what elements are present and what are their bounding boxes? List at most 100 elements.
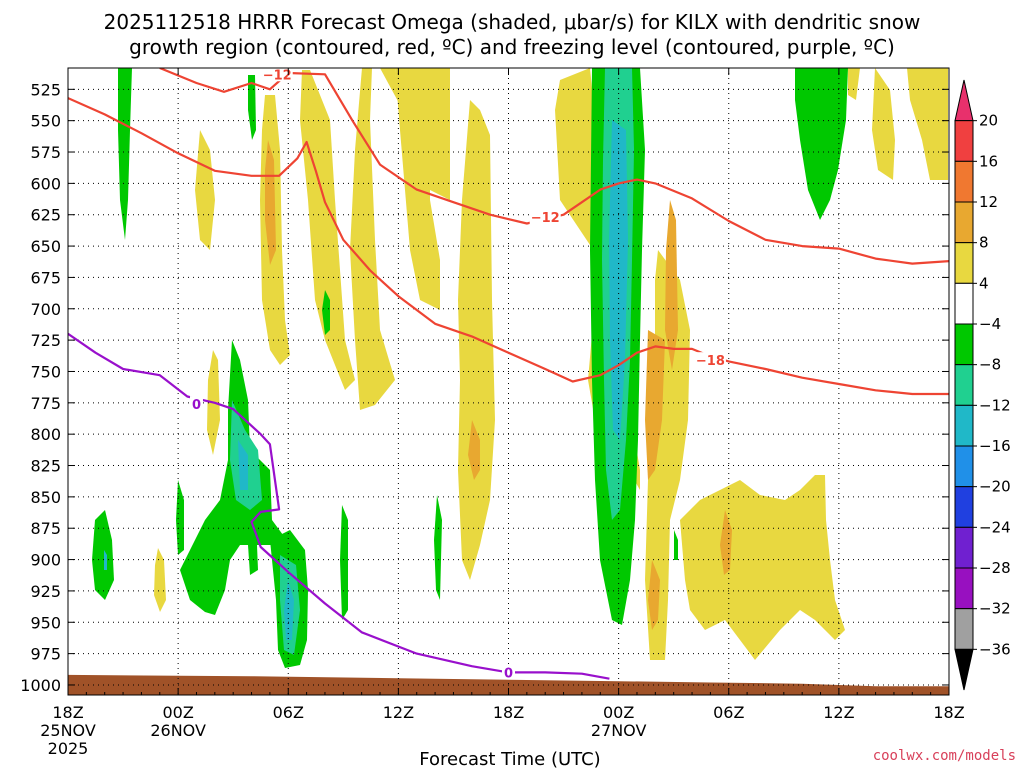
omega-region [195, 130, 215, 250]
contour-label-bg [189, 396, 203, 412]
y-axis: 525 550 575 600 625 650 675 700 725 750 775 800 825 8… [20, 80, 949, 695]
omega-region [322, 290, 330, 335]
colorbar-label: 16 [979, 152, 998, 170]
isotherm-lower-line [159, 68, 949, 265]
colorbar-label: −4 [979, 315, 1001, 333]
x-tick-label: 18Z [933, 703, 964, 722]
y-tick-label: 775 [30, 394, 61, 413]
colorbar-label: −32 [979, 600, 1011, 618]
x-tick-label: 00Z [603, 703, 634, 722]
x-tick-year: 2025 [48, 739, 89, 758]
omega-region [118, 68, 132, 240]
y-tick-label: 750 [30, 362, 61, 381]
omega-region [665, 200, 678, 370]
colorbar-swatch [954, 282, 974, 325]
colorbar-label: −24 [979, 518, 1011, 536]
omega-region [458, 100, 495, 580]
y-tick-label: 975 [30, 645, 61, 664]
x-tick-label: 06Z [273, 703, 304, 722]
omega-region [645, 330, 665, 480]
y-tick-label: 700 [30, 300, 61, 319]
y-tick-label: 550 [30, 112, 61, 131]
colorbar-swatch [954, 201, 974, 244]
omega-region [795, 68, 848, 220]
y-tick-label: 1000 [20, 676, 61, 695]
colorbar: 20 16 12 8 4 −4 −8 −12 −16 −20 −24 −28 −32 −36 [954, 79, 1011, 691]
y-tick-label: 900 [30, 551, 61, 570]
colorbar-label: 8 [979, 234, 989, 252]
colorbar-label: −20 [979, 478, 1011, 496]
y-tick-label: 600 [30, 174, 61, 193]
y-tick-label: 625 [30, 206, 61, 225]
omega-region [380, 68, 450, 200]
omega-region [284, 580, 294, 640]
colorbar-swatch [954, 364, 974, 406]
colorbar-swatch [954, 486, 974, 528]
colorbar-cap-top [954, 79, 974, 122]
x-tick-date: 27NOV [591, 721, 647, 740]
x-tick-date: 25NOV [40, 721, 96, 740]
colorbar-label: 4 [979, 274, 989, 292]
omega-region [468, 420, 480, 480]
contour-label-bg [502, 664, 515, 680]
omega-region [92, 510, 114, 600]
contour-label: −18 [696, 354, 725, 369]
contour-label: 0 [504, 666, 513, 681]
chart-title-line1: 2025112518 HRRR Forecast Omega (shaded, … [104, 10, 921, 34]
x-tick-label: 12Z [383, 703, 414, 722]
contour-label: −12 [531, 211, 560, 226]
y-tick-label: 725 [30, 331, 61, 350]
omega-region [872, 68, 895, 180]
x-tick-label: 18Z [493, 703, 524, 722]
omega-shading [92, 68, 948, 668]
colorbar-label: 12 [979, 193, 998, 211]
contour-label: −12 [263, 68, 292, 83]
colorbar-swatch [954, 567, 974, 610]
colorbar-swatch [954, 445, 974, 488]
omega-region [648, 560, 660, 630]
omega-region [238, 440, 248, 490]
omega-region [300, 70, 355, 390]
omega-region [350, 68, 395, 410]
y-tick-label: 575 [30, 143, 61, 162]
omega-region [609, 120, 628, 440]
colorbar-label: 20 [979, 112, 998, 130]
colorbar-label: −8 [979, 356, 1001, 374]
y-tick-label: 800 [30, 425, 61, 444]
colorbar-label: −28 [979, 559, 1011, 577]
freezing-level-line [68, 332, 610, 680]
colorbar-label: −16 [979, 437, 1011, 455]
omega-region [104, 550, 107, 570]
y-tick-label: 825 [30, 457, 61, 476]
omega-region [907, 68, 948, 180]
x-tick-label: 18Z [52, 703, 83, 722]
y-tick-label: 525 [30, 80, 61, 99]
y-tick-label: 950 [30, 613, 61, 632]
omega-region [848, 68, 860, 100]
y-tick-label: 875 [30, 519, 61, 538]
x-tick-date: 26NOV [150, 721, 206, 740]
x-tick-label: 06Z [713, 703, 744, 722]
omega-region [154, 548, 166, 612]
y-tick-label: 850 [30, 488, 61, 507]
colorbar-swatch [954, 323, 974, 366]
colorbar-swatch [954, 120, 974, 162]
colorbar-label: −36 [979, 640, 1011, 658]
omega-region [176, 480, 184, 555]
contour-lines: −12 −12 −18 0 0 [68, 68, 949, 681]
colorbar-swatch [954, 404, 974, 447]
y-tick-label: 925 [30, 582, 61, 601]
colorbar-swatch [954, 526, 974, 569]
credit-text: coolwx.com/models [873, 748, 1016, 764]
omega-region [434, 495, 442, 600]
omega-region [340, 505, 348, 620]
omega-region [180, 340, 283, 615]
x-tick-label: 12Z [823, 703, 854, 722]
x-tick-label: 00Z [162, 703, 193, 722]
contour-label-bg [694, 352, 726, 368]
colorbar-swatch [954, 242, 974, 284]
omega-region [248, 75, 256, 140]
colorbar-swatch [954, 608, 974, 650]
